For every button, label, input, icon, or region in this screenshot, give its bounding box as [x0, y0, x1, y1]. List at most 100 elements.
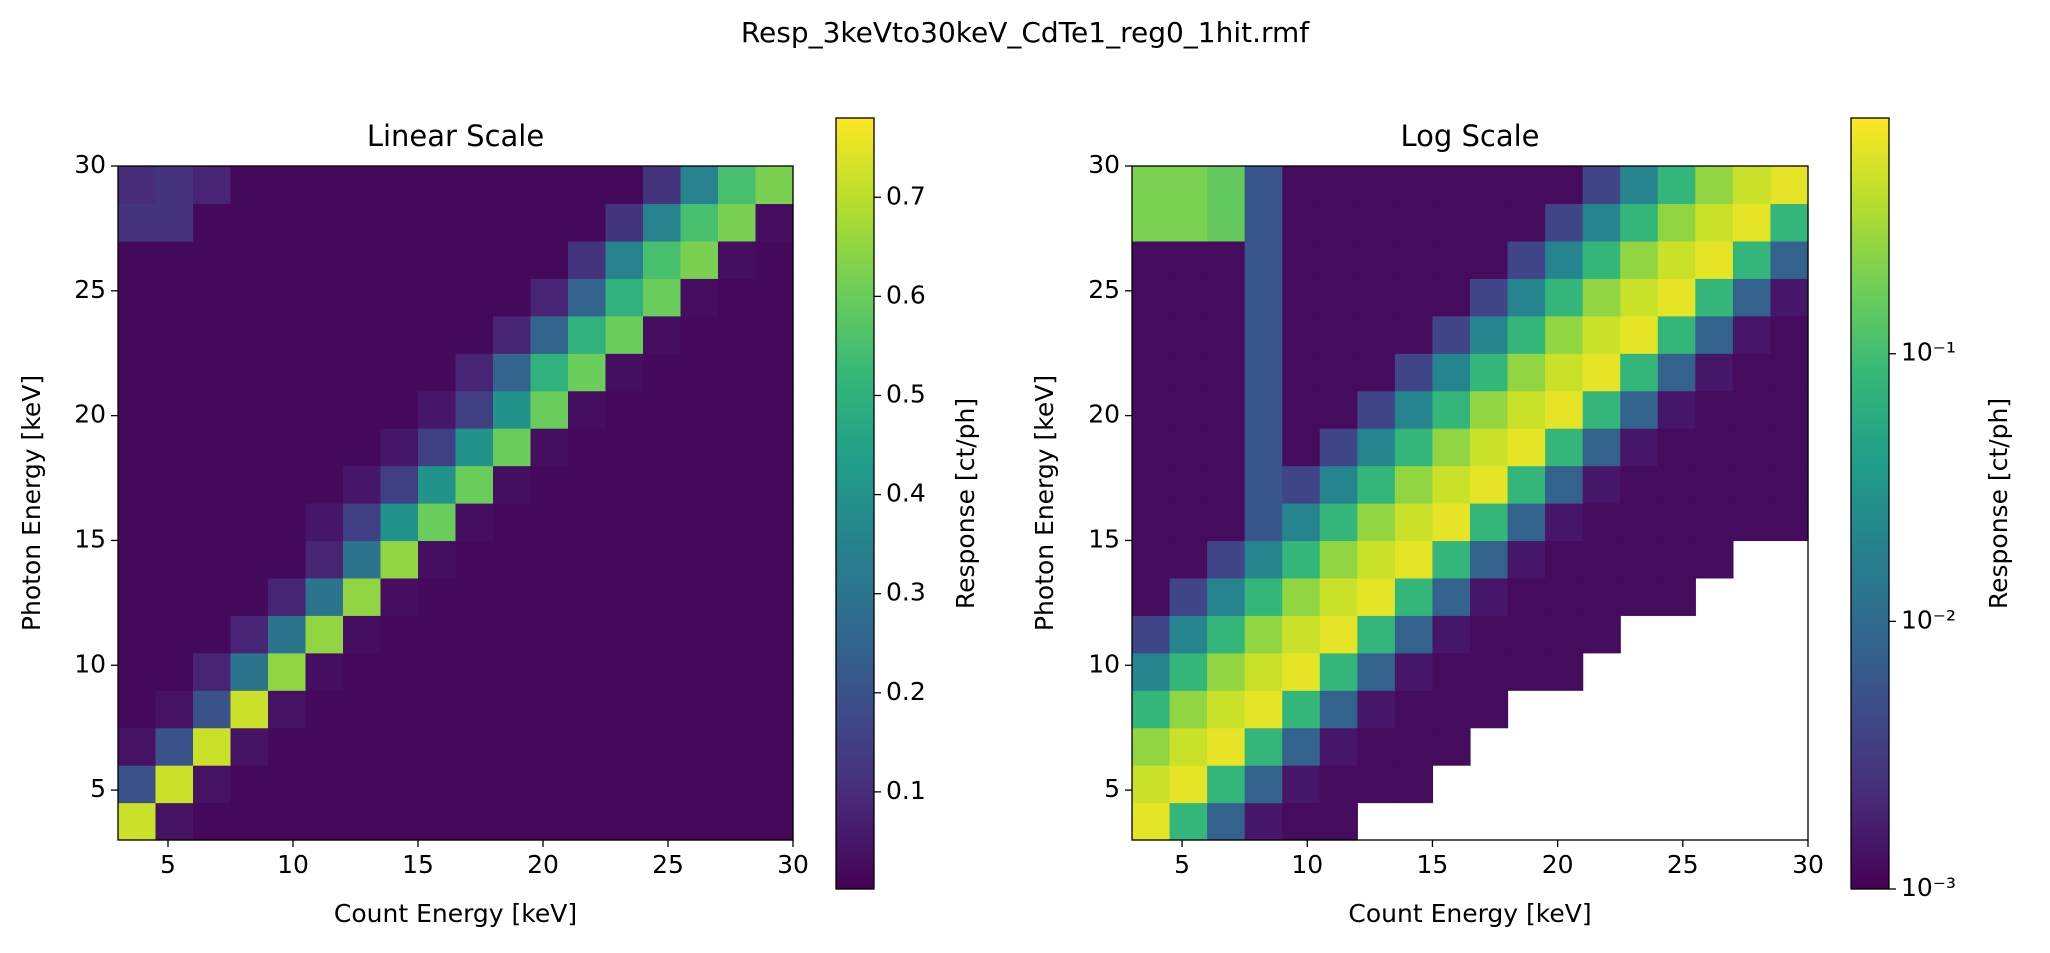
heatmap-cell — [1282, 278, 1321, 317]
heatmap-cell — [1695, 315, 1734, 354]
heatmap-cell — [568, 203, 607, 242]
heatmap-cell — [643, 577, 682, 616]
heatmap-cell — [1357, 727, 1396, 766]
heatmap-cell — [680, 353, 719, 392]
heatmap-cell — [1620, 577, 1659, 616]
heatmap-cell — [1207, 203, 1246, 242]
heatmap-cell — [1207, 765, 1246, 804]
heatmap-cell — [343, 690, 382, 729]
heatmap-cell — [193, 203, 232, 242]
heatmap-cell — [418, 353, 457, 392]
heatmap-cell — [1357, 765, 1396, 804]
heatmap-cell — [268, 802, 307, 841]
heatmap-cell — [118, 577, 157, 616]
heatmap-cell — [605, 765, 644, 804]
heatmap-cell — [568, 315, 607, 354]
heatmap-cell — [1169, 727, 1208, 766]
heatmap-cell — [1695, 278, 1734, 317]
heatmap-cell — [380, 690, 419, 729]
heatmap-cell — [230, 802, 269, 841]
heatmap-cell — [1770, 315, 1809, 354]
heatmap-cell — [680, 503, 719, 542]
axes-frame — [117, 165, 794, 841]
heatmap-cell — [1507, 540, 1546, 579]
heatmap-cell — [1470, 577, 1509, 616]
heatmap-cell — [755, 278, 794, 317]
heatmap-cell — [1132, 166, 1171, 205]
heatmap-cell — [455, 690, 494, 729]
heatmap-cell — [530, 577, 569, 616]
heatmap-cell — [305, 727, 344, 766]
heatmap-cell — [1507, 652, 1546, 691]
heatmap-cell — [493, 727, 532, 766]
heatmap-cell — [1207, 540, 1246, 579]
heatmap-cell — [305, 465, 344, 504]
heatmap-cell — [1770, 203, 1809, 242]
x-axis-label: Count Energy [keV] — [1348, 899, 1591, 928]
heatmap-cell — [755, 315, 794, 354]
heatmap-cell — [155, 315, 194, 354]
heatmap-cell — [155, 465, 194, 504]
heatmap-cell — [193, 465, 232, 504]
heatmap-cell — [193, 652, 232, 691]
heatmap-cell — [1545, 540, 1584, 579]
heatmap-cell — [1394, 240, 1434, 279]
heatmap-cell — [1582, 465, 1621, 504]
heatmap-cell — [718, 577, 757, 616]
heatmap-cell — [193, 727, 232, 766]
heatmap-cell — [1732, 315, 1772, 354]
heatmap-cell — [418, 615, 457, 654]
heatmap-cell — [1620, 465, 1659, 504]
heatmap-cell — [1770, 353, 1809, 392]
heatmap-cell — [1695, 353, 1734, 392]
heatmap-cell — [1432, 540, 1471, 579]
heatmap-cell — [718, 465, 757, 504]
heatmap-cell — [230, 540, 269, 579]
heatmap-cell — [1582, 615, 1621, 654]
heatmap-cell — [1507, 465, 1546, 504]
heatmap-cell — [230, 765, 269, 804]
heatmap-cell — [343, 577, 382, 616]
heatmap-cell — [1244, 240, 1283, 279]
heatmap-cell — [118, 652, 157, 691]
heatmap-cell — [1207, 727, 1246, 766]
heatmap-cell — [1770, 503, 1809, 542]
heatmap-cell — [193, 240, 232, 279]
heatmap-cell — [755, 690, 794, 729]
heatmap-cell — [1470, 315, 1509, 354]
heatmap-cell — [455, 802, 494, 841]
heatmap-cell — [643, 278, 682, 317]
heatmap-cell — [643, 765, 682, 804]
heatmap-cell — [418, 765, 457, 804]
heatmap-cell — [1357, 540, 1396, 579]
heatmap-cell — [305, 428, 344, 467]
heatmap-cell — [755, 615, 794, 654]
x-axis-label: Count Energy [keV] — [334, 899, 577, 928]
heatmap-cell — [680, 428, 719, 467]
axes-frame — [1131, 165, 1809, 841]
heatmap-cell — [1620, 278, 1659, 317]
axes-title: Linear Scale — [367, 119, 544, 153]
heatmap-cell — [455, 203, 494, 242]
heatmap-cell — [1507, 353, 1546, 392]
heatmap-cell — [1207, 353, 1246, 392]
heatmap-cell — [1169, 577, 1208, 616]
heatmap-cell — [605, 577, 644, 616]
heatmap-cell — [493, 278, 532, 317]
heatmap-cell — [1545, 278, 1584, 317]
heatmap-cell — [1132, 652, 1171, 691]
heatmap-cell — [230, 353, 269, 392]
heatmap-cell — [1620, 166, 1659, 205]
x-tick-label: 30 — [777, 850, 809, 879]
heatmap-cell — [1169, 203, 1208, 242]
heatmap-cell — [1394, 203, 1434, 242]
heatmap-cell — [1244, 390, 1283, 429]
heatmap-cell — [155, 690, 194, 729]
heatmap-cell — [605, 465, 644, 504]
y-tick-label: 5 — [1104, 774, 1120, 803]
y-tick-label: 20 — [74, 400, 106, 429]
heatmap-cell — [455, 315, 494, 354]
heatmap-cell — [1470, 540, 1509, 579]
heatmap-cell — [1620, 203, 1659, 242]
